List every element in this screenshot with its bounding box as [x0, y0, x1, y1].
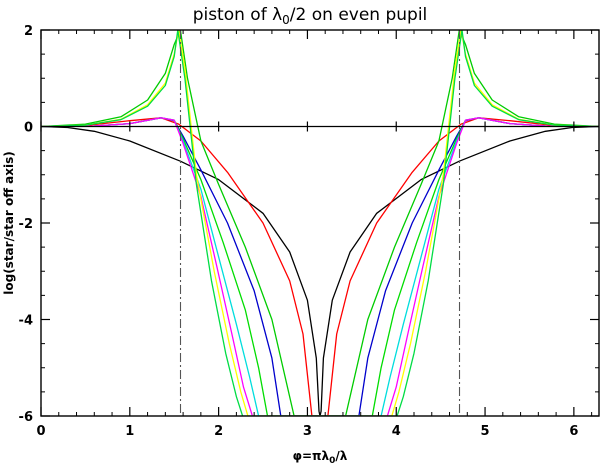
x-axis-label: φ=πλ0/λ: [293, 449, 348, 466]
y-tick-label: -4: [19, 314, 33, 329]
series-line-8: [41, 30, 599, 416]
reference-lines: [41, 30, 599, 416]
y-tick-label: 0: [24, 121, 33, 136]
y-tick-label: -2: [19, 217, 33, 232]
x-tick-label: 5: [481, 424, 490, 439]
series-layer: [41, 30, 599, 416]
x-tick-label: 4: [392, 424, 401, 439]
y-axis-ticks: -6 -4 -2 0 2: [19, 24, 599, 425]
chart-title: piston of λ0/2 on even pupil: [193, 5, 428, 27]
y-tick-label: -6: [19, 410, 33, 425]
x-axis-ticks: 0 1 2 3 4 5 6: [36, 30, 593, 439]
series-line-4: [41, 117, 599, 416]
x-tick-label: 1: [125, 424, 134, 439]
x-tick-label: 0: [36, 424, 45, 439]
series-line-3: [41, 30, 599, 416]
series-line-9: [41, 30, 599, 416]
x-tick-label: 2: [214, 424, 223, 439]
series-line-2: [41, 117, 599, 416]
y-axis-label: log(star/star off axis): [2, 151, 16, 295]
plot-frame: [40, 29, 600, 417]
x-tick-label: 6: [569, 424, 578, 439]
series-line-1: [41, 125, 599, 416]
x-tick-label: 3: [303, 424, 312, 439]
series-line-5: [41, 117, 599, 416]
series-line-6: [41, 117, 599, 416]
y-tick-label: 2: [24, 24, 33, 39]
series-line-7: [41, 117, 599, 416]
